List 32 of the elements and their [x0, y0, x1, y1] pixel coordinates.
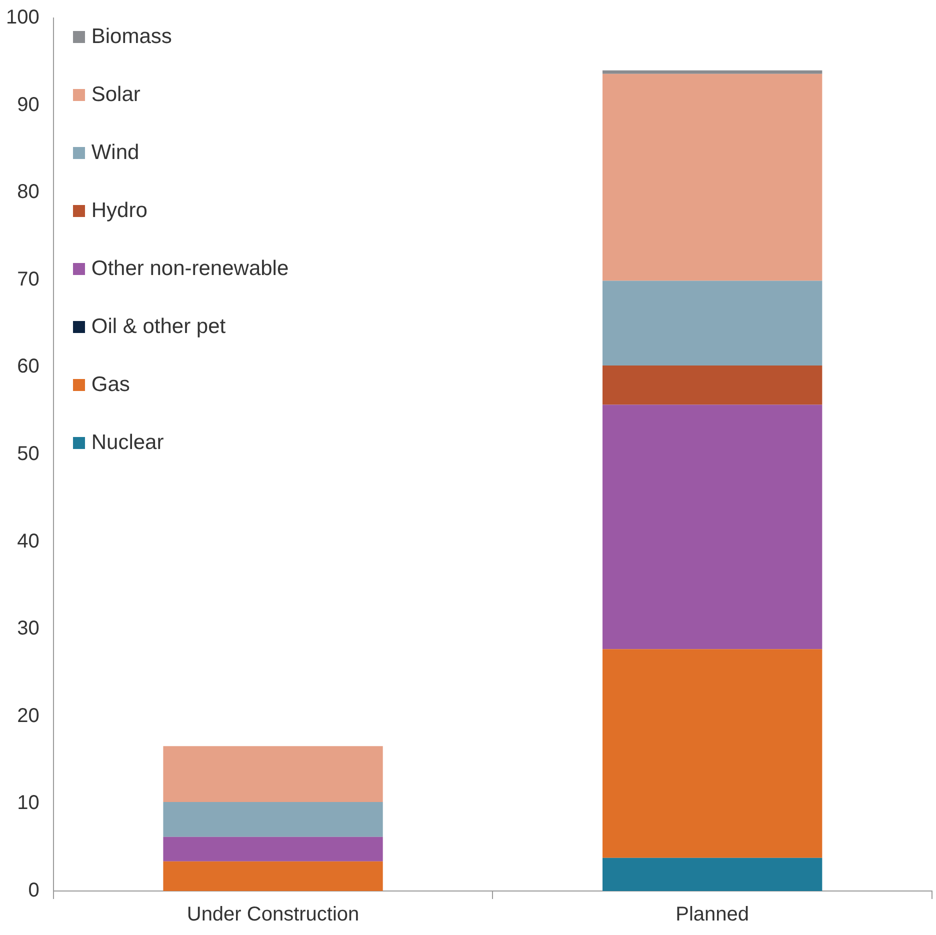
bar — [163, 861, 383, 891]
y-tick-label: 80 — [17, 181, 40, 204]
y-tick-label: 100 — [6, 6, 40, 29]
bar — [602, 858, 822, 891]
legend-label: Nuclear — [91, 431, 164, 455]
bar — [163, 836, 383, 862]
bar — [602, 280, 822, 366]
bar — [602, 70, 822, 74]
legend-label: Solar — [91, 83, 140, 107]
y-tick-label: 60 — [17, 356, 40, 378]
legend-label: Other non-renewable — [91, 257, 289, 281]
y-tick-label: 50 — [17, 443, 40, 466]
y-tick-label: 40 — [17, 530, 40, 552]
y-tick-label: 30 — [17, 618, 40, 640]
y-tick-label: 0 — [28, 880, 40, 902]
legend-label: Hydro — [91, 199, 148, 223]
legend-label: Gas — [91, 373, 130, 397]
bar — [602, 74, 822, 281]
y-tick-label: 70 — [17, 268, 40, 290]
legend-label: Wind — [91, 141, 140, 165]
y-tick-label: 90 — [17, 94, 40, 116]
x-tick-label: Planned — [676, 904, 750, 926]
bar — [602, 365, 822, 405]
bar — [602, 649, 822, 858]
legend-label: Biomass — [91, 25, 172, 49]
bar — [602, 404, 822, 650]
bar — [163, 746, 383, 802]
legend-label: Oil & other pet — [91, 315, 226, 339]
y-tick-label: 20 — [17, 704, 40, 727]
y-tick-label: 10 — [17, 792, 40, 814]
x-tick-label: Under Construction — [186, 904, 360, 926]
bar — [163, 802, 383, 837]
